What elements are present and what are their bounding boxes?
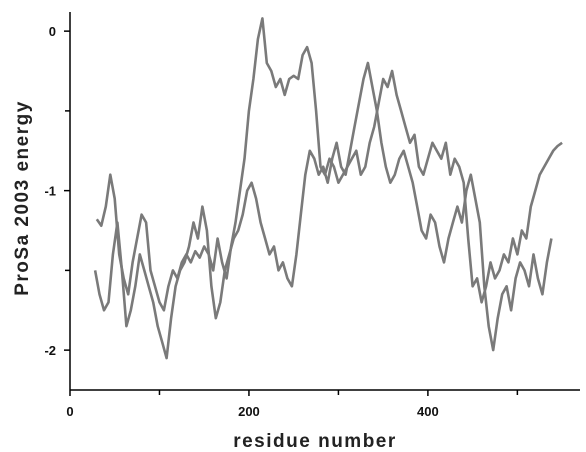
- y-tick-label: -2: [44, 343, 56, 358]
- y-ticks: 0 -1 -2: [44, 24, 70, 358]
- plot-lines: [93, 17, 563, 360]
- series-line-2: [93, 61, 553, 360]
- x-tick-label: 400: [417, 404, 439, 419]
- y-axis-title: ProSa 2003 energy: [12, 100, 33, 296]
- y-tick-label: -1: [44, 184, 56, 199]
- x-ticks: 0 200 400: [66, 390, 519, 419]
- x-tick-label: 0: [66, 404, 73, 419]
- x-tick-label: 200: [238, 404, 260, 419]
- y-tick-label: 0: [49, 24, 56, 39]
- x-axis-title: residue number: [233, 431, 397, 452]
- axes: [69, 12, 580, 391]
- series-line-1: [95, 17, 563, 312]
